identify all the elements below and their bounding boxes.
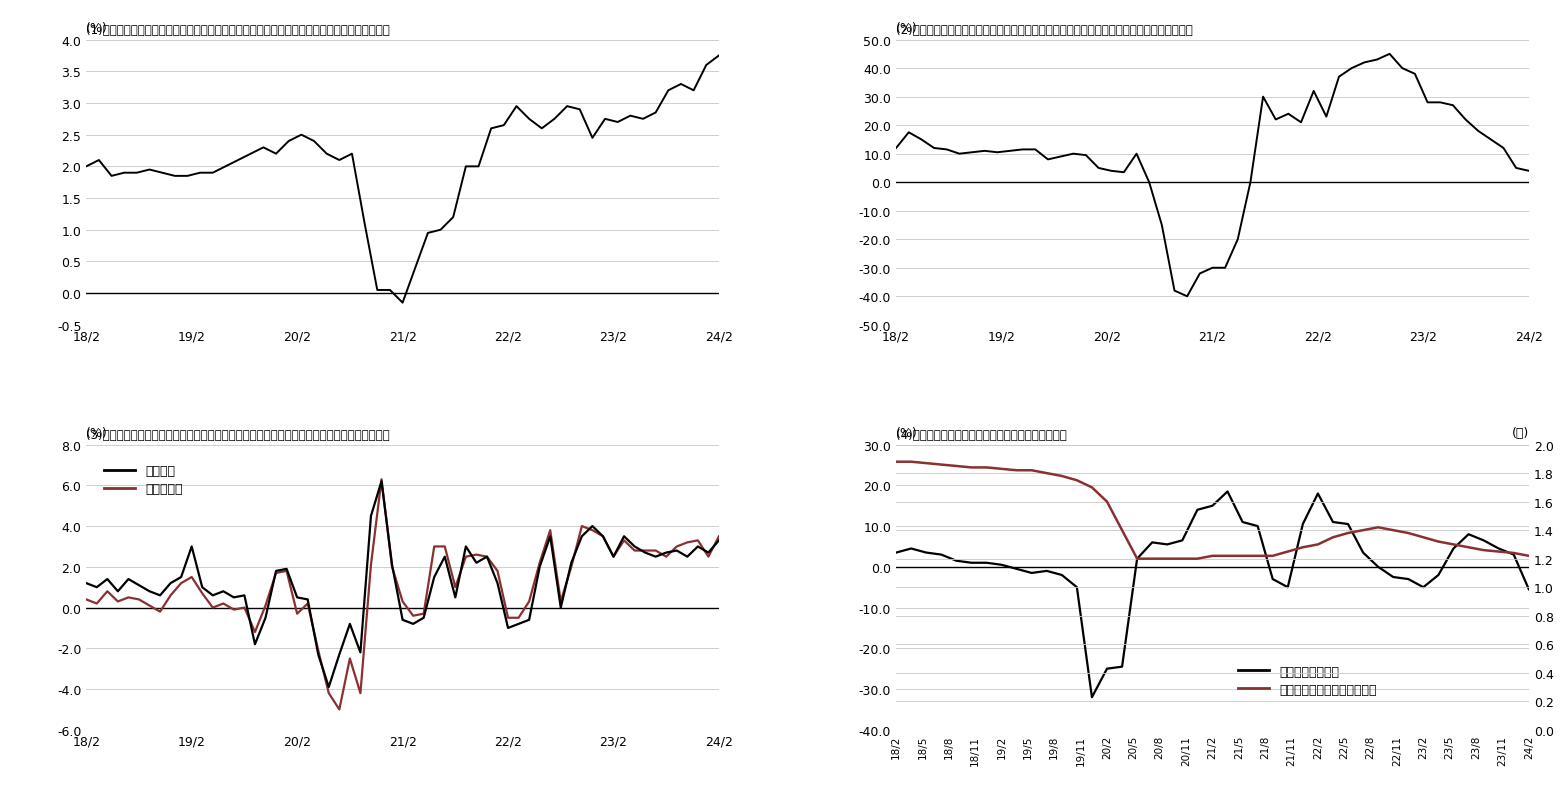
Text: (4)一般職業紹介状況（前年同月比、パートタイム）: (4)一般職業紹介状況（前年同月比、パートタイム） (895, 428, 1066, 441)
Text: (3)毎月勤労統計（前年同月比、パートタイム、所定内給与、調査産業計、５人以上の事業所）: (3)毎月勤労統計（前年同月比、パートタイム、所定内給与、調査産業計、５人以上の… (86, 428, 390, 441)
Text: (%): (%) (86, 22, 108, 35)
Text: (倍): (倍) (1512, 427, 1529, 440)
Text: (%): (%) (895, 427, 917, 440)
Legend: 有効求人数前年比, 有効求人倍率（季節調整値）: 有効求人数前年比, 有効求人倍率（季節調整値） (1232, 660, 1381, 701)
Text: (1)募集賃金指数（前年同期比、ハローワーク含、総合、月次、ウエイト調整無、全国、全体）: (1)募集賃金指数（前年同期比、ハローワーク含、総合、月次、ウエイト調整無、全国… (86, 24, 390, 36)
Text: (%): (%) (86, 427, 108, 440)
Legend: 全事業所, 共通事業所: 全事業所, 共通事業所 (99, 460, 188, 500)
Text: (%): (%) (895, 22, 917, 35)
Text: (2)求人数指数（前年同期比、ハローワーク含、総合、月次、ウエイト調整無、全国、全体）: (2)求人数指数（前年同期比、ハローワーク含、総合、月次、ウエイト調整無、全国、… (895, 24, 1193, 36)
